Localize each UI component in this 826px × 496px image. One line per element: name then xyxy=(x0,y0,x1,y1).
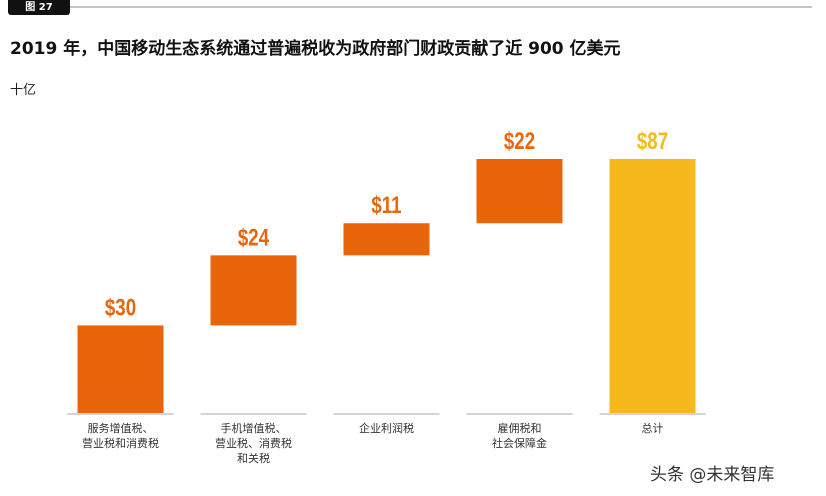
watermark: 头条 @未来智库 xyxy=(650,465,775,485)
bar xyxy=(476,159,563,224)
bar xyxy=(343,223,430,256)
value-label: $11 xyxy=(371,192,401,219)
category-label: 手机增值税、 营业税、消费税 和关税 xyxy=(215,422,292,465)
value-label: $87 xyxy=(637,128,668,155)
value-label: $30 xyxy=(105,294,136,321)
value-label: $22 xyxy=(504,128,535,155)
bar xyxy=(609,159,696,413)
chart-title: 2019 年，中国移动生态系统通过普遍税收为政府部门财政贡献了近 900 亿美元 xyxy=(10,39,621,59)
category-label: 雇佣税和 社会保障金 xyxy=(492,422,547,450)
bar xyxy=(210,255,297,326)
category-label: 服务增值税、 营业税和消费税 xyxy=(82,422,159,450)
category-label: 总计 xyxy=(641,422,664,435)
unit-label: 十亿 xyxy=(10,83,37,98)
value-label: $24 xyxy=(238,224,269,251)
bar xyxy=(77,325,164,413)
category-label: 企业利润税 xyxy=(359,422,414,435)
figure-tag: 图 27 xyxy=(8,0,70,15)
